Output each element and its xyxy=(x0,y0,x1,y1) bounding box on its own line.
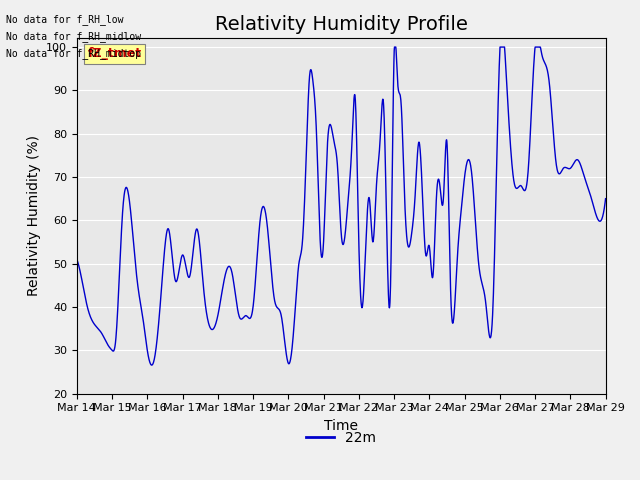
Text: fZ_tmet: fZ_tmet xyxy=(88,47,141,60)
X-axis label: Time: Time xyxy=(324,419,358,433)
Text: No data for f_RH_low: No data for f_RH_low xyxy=(6,14,124,25)
Y-axis label: Relativity Humidity (%): Relativity Humidity (%) xyxy=(26,135,40,297)
Legend: 22m: 22m xyxy=(301,425,381,451)
Text: No data for f_RH_midtop: No data for f_RH_midtop xyxy=(6,48,141,59)
Title: Relativity Humidity Profile: Relativity Humidity Profile xyxy=(215,15,468,34)
Text: No data for f_RH_midlow: No data for f_RH_midlow xyxy=(6,31,141,42)
